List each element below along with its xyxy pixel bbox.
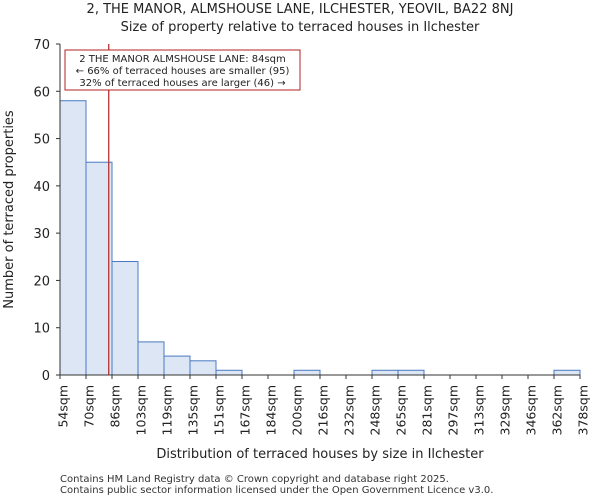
bar-119sqm bbox=[163, 355, 191, 376]
annotation-frame bbox=[64, 49, 301, 91]
bar-103sqm bbox=[137, 341, 165, 376]
bar-70sqm bbox=[85, 161, 113, 376]
x-tick-label: 151sqm bbox=[212, 385, 227, 435]
bar-151sqm bbox=[215, 369, 243, 376]
annotation-line-3: 32% of terraced houses are larger (46) → bbox=[79, 78, 285, 89]
x-tick-label: 135sqm bbox=[186, 385, 201, 435]
bar-248sqm bbox=[371, 369, 399, 376]
footer-line-2: Contains public sector information licen… bbox=[60, 485, 494, 496]
x-tick-label: 297sqm bbox=[446, 385, 461, 435]
bar-200sqm bbox=[293, 369, 321, 376]
annotation-box: 2 THE MANOR ALMSHOUSE LANE: 84sqm← 66% o… bbox=[64, 49, 301, 91]
x-tick-label: 248sqm bbox=[368, 385, 383, 435]
x-tick-label: 54sqm bbox=[56, 385, 71, 428]
x-tick-label: 265sqm bbox=[394, 385, 409, 435]
annotation-line-2: ← 66% of terraced houses are smaller (95… bbox=[76, 66, 290, 77]
x-tick-label: 103sqm bbox=[134, 385, 149, 435]
x-tick-label: 216sqm bbox=[316, 385, 331, 435]
bar-54sqm bbox=[59, 100, 87, 376]
x-axis-label: Distribution of terraced houses by size … bbox=[156, 447, 484, 462]
bar-86sqm bbox=[111, 261, 139, 376]
bar-135sqm bbox=[189, 360, 217, 376]
x-tick-label: 232sqm bbox=[342, 385, 357, 435]
y-tick-label: 40 bbox=[33, 180, 50, 195]
x-tick-label: 329sqm bbox=[498, 385, 513, 435]
x-tick-label: 86sqm bbox=[108, 385, 123, 428]
y-tick-label: 0 bbox=[42, 369, 50, 384]
y-tick-label: 70 bbox=[33, 38, 50, 53]
x-tick-label: 184sqm bbox=[264, 385, 279, 435]
chart-subtitle: Size of property relative to terraced ho… bbox=[120, 20, 480, 35]
y-tick-label: 60 bbox=[33, 85, 50, 100]
y-tick-label: 50 bbox=[33, 133, 50, 148]
annotation-line-1: 2 THE MANOR ALMSHOUSE LANE: 84sqm bbox=[79, 54, 286, 65]
y-tick-label: 30 bbox=[33, 227, 50, 242]
x-tick-label: 70sqm bbox=[82, 385, 97, 428]
bar-265sqm bbox=[397, 369, 425, 376]
chart-title: 2, THE MANOR, ALMSHOUSE LANE, ILCHESTER,… bbox=[86, 2, 514, 17]
bars-group bbox=[59, 100, 581, 376]
x-tick-label: 281sqm bbox=[420, 385, 435, 435]
x-tick-labels: 54sqm 70sqm 86sqm 103sqm 119sqm 135sqm 151sqm 1… bbox=[56, 375, 591, 435]
x-tick-label: 313sqm bbox=[472, 385, 487, 435]
y-axis-label: Number of terraced properties bbox=[2, 110, 17, 309]
x-tick-label: 167sqm bbox=[238, 385, 253, 435]
y-tick-label: 10 bbox=[33, 322, 50, 337]
y-tick-label: 20 bbox=[33, 274, 50, 289]
x-tick-label: 362sqm bbox=[550, 385, 565, 435]
bar-362sqm bbox=[553, 369, 581, 376]
y-tick-labels: 0 10 20 30 40 50 60 70 bbox=[33, 38, 60, 384]
x-tick-label: 119sqm bbox=[160, 385, 175, 435]
footer-line-1: Contains HM Land Registry data © Crown c… bbox=[60, 474, 449, 485]
x-tick-label: 200sqm bbox=[290, 385, 305, 435]
x-tick-label: 378sqm bbox=[576, 385, 591, 435]
x-tick-label: 346sqm bbox=[524, 385, 539, 435]
